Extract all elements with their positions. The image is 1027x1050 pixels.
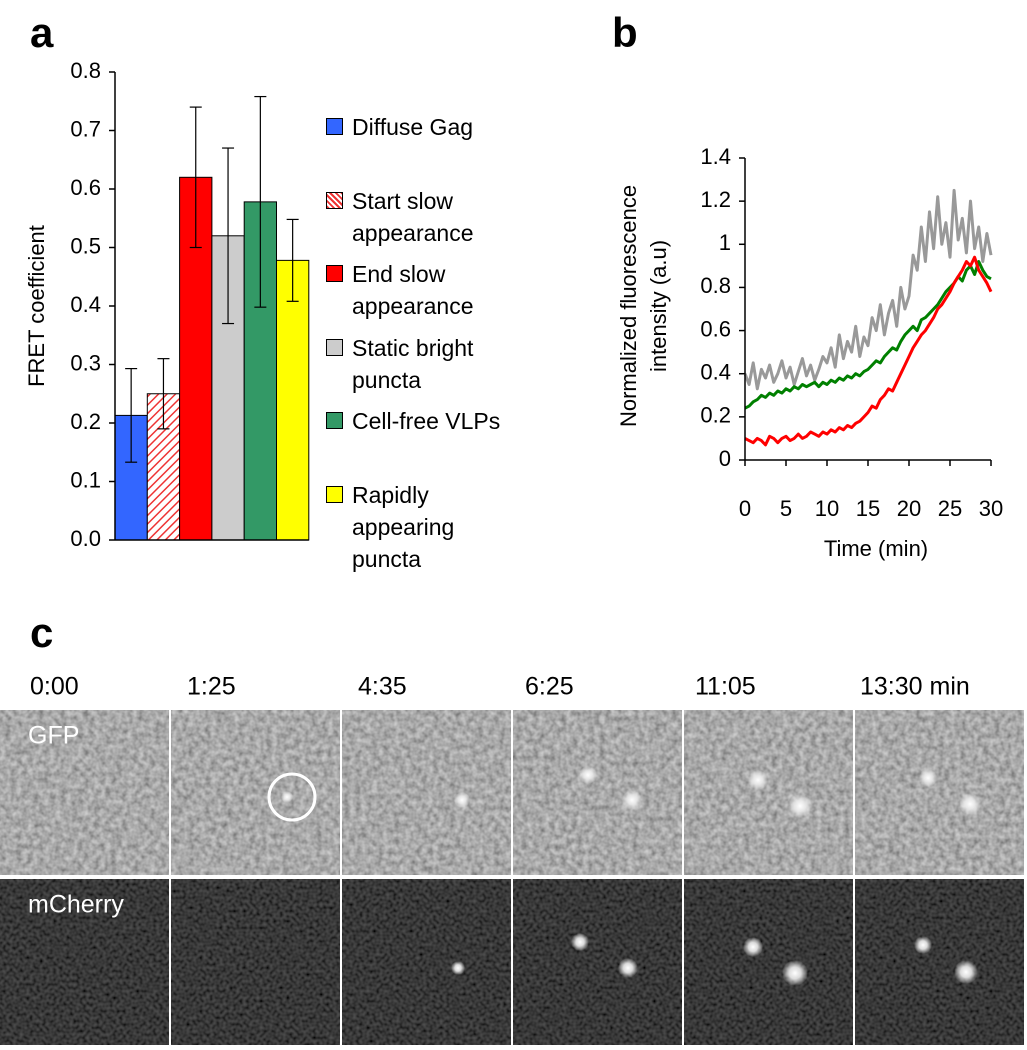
image-noise	[855, 710, 1024, 875]
x-tick-label: 10	[815, 496, 839, 521]
image-noise	[342, 879, 511, 1045]
legend-swatch	[326, 265, 343, 283]
image-noise	[513, 710, 682, 875]
puncta	[959, 793, 981, 815]
y-axis-label: FRET coefficient	[24, 225, 49, 387]
bar	[276, 259, 310, 541]
line	[744, 255, 993, 447]
image-noise	[513, 879, 682, 1045]
legend-entry: Cell-free VLPs	[326, 405, 524, 479]
puncta	[454, 792, 470, 808]
puncta	[919, 769, 937, 787]
puncta	[748, 770, 768, 790]
legend-label: End slow appearance	[352, 261, 474, 320]
legend-swatch	[326, 412, 343, 430]
image-grid: 0:00 1:25 4:35 6:25 11:05 13:30 min GFP mCherry	[0, 673, 1024, 1045]
y-tick-label: 0	[719, 446, 731, 471]
legend-label: Diffuse Gag	[352, 114, 474, 140]
puncta	[782, 960, 808, 986]
legend-label: Cell-free VLPs	[352, 408, 501, 435]
time-label: 13:30 min	[860, 673, 970, 701]
y-tick-label: 0.8	[70, 58, 101, 83]
puncta	[743, 937, 763, 957]
y-axis-label: Normalized fluorescence	[616, 185, 641, 427]
legend-entry: Static bright puncta	[326, 332, 524, 406]
legend-entry: Diffuse Gag	[326, 111, 524, 185]
puncta	[914, 936, 932, 954]
image-noise	[171, 879, 340, 1045]
y-tick-label: 1.2	[700, 187, 731, 212]
y-tick-label: 0.3	[70, 350, 101, 375]
y-tick-label: 0.8	[700, 273, 731, 298]
puncta	[571, 933, 589, 951]
x-tick-label: 5	[780, 496, 792, 521]
panel-label: a	[30, 9, 54, 56]
time-label: 4:35	[358, 673, 407, 701]
image-noise	[171, 710, 340, 875]
x-tick-label: 20	[897, 496, 921, 521]
time-label: 6:25	[525, 673, 574, 701]
puncta	[954, 960, 978, 984]
legend-label: Rapidly appearing puncta	[352, 481, 455, 572]
channel-label: mCherry	[28, 891, 124, 919]
y-tick-label: 0.0	[70, 526, 101, 551]
puncta	[579, 766, 597, 784]
channel-label: GFP	[28, 722, 79, 750]
y-axis-label: intensity (a.u)	[646, 240, 671, 372]
x-tick-label: 0	[739, 496, 751, 521]
y-tick-label: 0.2	[700, 403, 731, 428]
time-label: 11:05	[695, 673, 756, 701]
puncta	[451, 961, 465, 975]
y-tick-label: 0.4	[70, 292, 101, 317]
y-tick-label: 0.6	[70, 175, 101, 200]
image-noise	[0, 879, 169, 1045]
legend-entry: Start slow appearance	[326, 185, 524, 259]
x-tick-label: 30	[979, 496, 1003, 521]
y-tick-label: 1	[719, 230, 731, 255]
x-axis-label: Time (min)	[824, 536, 928, 561]
legend-swatch	[326, 485, 343, 503]
y-tick-label: 0.5	[70, 233, 101, 258]
panel-label: b	[612, 9, 638, 56]
puncta	[618, 958, 638, 978]
y-tick-label: 0.6	[700, 316, 731, 341]
legend-swatch	[326, 338, 343, 356]
y-tick-label: 0.2	[70, 409, 101, 434]
image-noise	[0, 710, 169, 875]
time-label: 1:25	[187, 673, 236, 701]
puncta	[788, 794, 812, 818]
legend-entry: End slow appearance	[326, 258, 524, 332]
line	[743, 188, 993, 391]
x-tick-label: 25	[938, 496, 962, 521]
image-noise	[855, 879, 1024, 1045]
legend-swatch	[326, 191, 343, 209]
y-tick-label: 1.4	[700, 144, 731, 169]
puncta	[281, 791, 293, 803]
legend-label: Start slow appearance	[352, 187, 474, 246]
y-tick-label: 0.1	[70, 467, 101, 492]
legend: Diffuse Gag Start slow appearance End slow…	[326, 111, 524, 572]
image-noise	[684, 879, 853, 1045]
legend-label: Static bright puncta	[352, 334, 474, 393]
time-label: 0:00	[30, 673, 79, 701]
y-tick-label: 0.7	[70, 116, 101, 141]
image-noise	[342, 710, 511, 875]
line	[744, 260, 992, 410]
legend-entry: Rapidly appearing puncta	[326, 479, 524, 572]
y-tick-label: 0.4	[700, 360, 731, 385]
panel-label: c	[30, 609, 53, 656]
x-tick-label: 15	[856, 496, 880, 521]
legend-swatch	[326, 118, 343, 135]
highlight-circle	[267, 772, 317, 822]
puncta	[622, 790, 642, 810]
image-noise	[684, 710, 853, 875]
